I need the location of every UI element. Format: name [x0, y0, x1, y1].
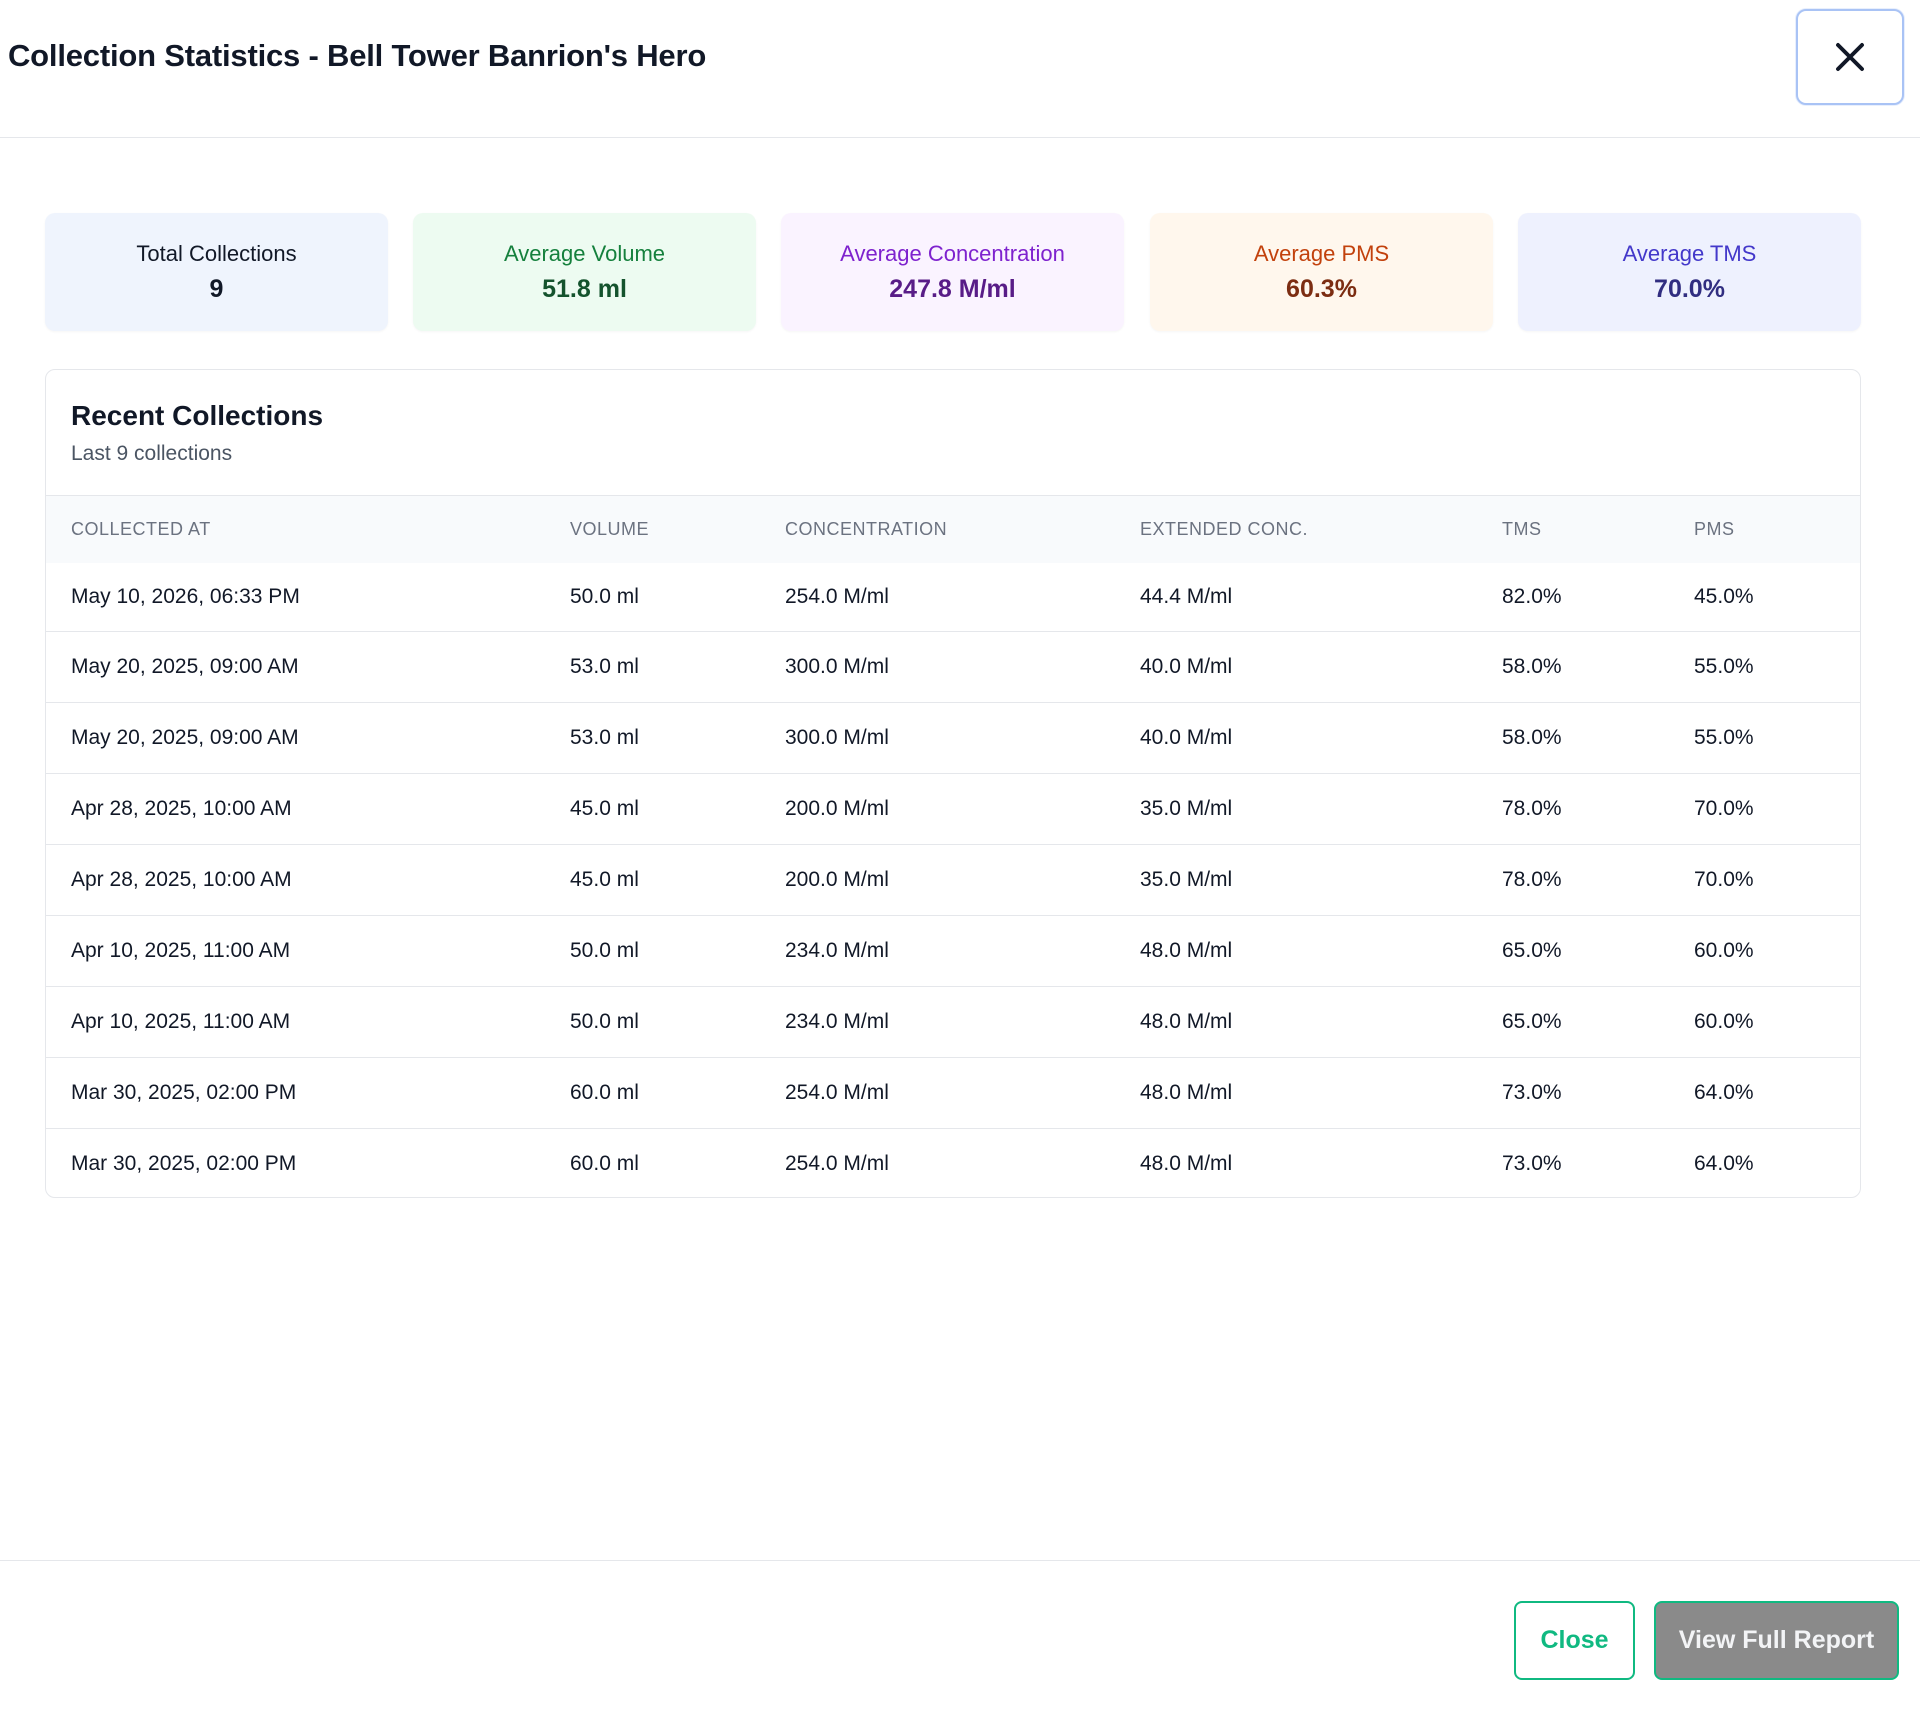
table-row: Apr 10, 2025, 11:00 AM 50.0 ml 234.0 M/ml 4…	[46, 915, 1860, 987]
column-header-pms: PMS	[1694, 518, 1735, 539]
cell-extended-conc: 40.0 M/ml	[1140, 726, 1233, 749]
cell-volume: 53.0 ml	[570, 726, 639, 749]
cell-extended-conc: 48.0 M/ml	[1140, 1152, 1233, 1176]
cell-volume: 45.0 ml	[570, 868, 639, 891]
view-full-report-button[interactable]: View Full Report	[1654, 1601, 1899, 1680]
cell-extended-conc: 44.4 M/ml	[1140, 584, 1233, 608]
cell-concentration: 200.0 M/ml	[785, 797, 889, 820]
close-button[interactable]: Close	[1514, 1601, 1635, 1680]
column-header-collected-at: COLLECTED AT	[71, 518, 211, 539]
cell-tms: 73.0%	[1502, 1081, 1562, 1104]
stat-value: 70.0%	[1654, 275, 1725, 303]
table-row: May 10, 2026, 06:33 PM 50.0 ml 254.0 M/ml 4…	[46, 563, 1860, 632]
stat-card-average-pms: Average PMS 60.3%	[1150, 213, 1493, 331]
table-row: Apr 28, 2025, 10:00 AM 45.0 ml 200.0 M/ml 3…	[46, 773, 1860, 845]
modal-footer: Close View Full Report	[0, 1560, 1920, 1712]
table-row: Apr 10, 2025, 11:00 AM 50.0 ml 234.0 M/ml 4…	[46, 986, 1860, 1058]
cell-concentration: 200.0 M/ml	[785, 868, 889, 891]
cell-collected-at: May 20, 2025, 09:00 AM	[71, 726, 299, 749]
stat-value: 247.8 M/ml	[889, 275, 1016, 303]
recent-collections-card: Recent Collections Last 9 collections CO…	[45, 369, 1861, 1198]
cell-pms: 70.0%	[1694, 797, 1754, 820]
cell-pms: 45.0%	[1694, 584, 1754, 608]
stat-label: Average PMS	[1253, 241, 1390, 266]
cell-pms: 60.0%	[1694, 1010, 1754, 1033]
cell-tms: 65.0%	[1502, 939, 1562, 962]
cell-tms: 58.0%	[1502, 655, 1562, 678]
cell-concentration: 300.0 M/ml	[785, 726, 889, 749]
cell-collected-at: Apr 28, 2025, 10:00 AM	[71, 797, 292, 820]
cell-collected-at: Mar 30, 2025, 02:00 PM	[71, 1152, 297, 1176]
cell-concentration: 234.0 M/ml	[785, 939, 889, 962]
cell-collected-at: Mar 30, 2025, 02:00 PM	[71, 1081, 297, 1104]
close-icon	[1836, 43, 1864, 71]
stat-label: Average TMS	[1622, 241, 1757, 266]
stat-card-total-collections: Total Collections 9	[45, 213, 388, 331]
table-row: Apr 28, 2025, 10:00 AM 45.0 ml 200.0 M/ml 3…	[46, 844, 1860, 916]
cell-tms: 78.0%	[1502, 868, 1562, 891]
cell-collected-at: May 10, 2026, 06:33 PM	[71, 584, 300, 608]
cell-concentration: 254.0 M/ml	[785, 1081, 889, 1104]
cell-tms: 65.0%	[1502, 1010, 1562, 1033]
stat-value: 51.8 ml	[542, 275, 627, 303]
column-header-volume: VOLUME	[570, 518, 650, 539]
column-header-extended-conc: EXTENDED CONC.	[1140, 518, 1309, 539]
cell-volume: 60.0 ml	[570, 1081, 639, 1104]
cell-collected-at: Apr 10, 2025, 11:00 AM	[71, 1010, 291, 1033]
table-row: May 20, 2025, 09:00 AM 53.0 ml 300.0 M/ml 4…	[46, 631, 1860, 703]
cell-pms: 55.0%	[1694, 655, 1754, 678]
modal-header: Collection Statistics - Bell Tower Banri…	[0, 0, 1920, 138]
stat-card-average-concentration: Average Concentration 247.8 M/ml	[781, 213, 1124, 331]
cell-volume: 53.0 ml	[570, 655, 639, 678]
cell-concentration: 254.0 M/ml	[785, 1152, 889, 1176]
cell-collected-at: May 20, 2025, 09:00 AM	[71, 655, 299, 678]
cell-concentration: 300.0 M/ml	[785, 655, 889, 678]
cell-concentration: 254.0 M/ml	[785, 584, 889, 608]
cell-pms: 55.0%	[1694, 726, 1754, 749]
modal-title: Collection Statistics - Bell Tower Banri…	[8, 38, 707, 73]
table-row: Mar 30, 2025, 02:00 PM 60.0 ml 254.0 M/ml 4…	[46, 1128, 1860, 1198]
stat-card-average-volume: Average Volume 51.8 ml	[413, 213, 756, 331]
cell-extended-conc: 35.0 M/ml	[1140, 868, 1233, 891]
collections-table: COLLECTED AT VOLUME CONCENTRATION EXTEND…	[46, 495, 1860, 1198]
cell-pms: 60.0%	[1694, 939, 1754, 962]
cell-tms: 82.0%	[1502, 584, 1562, 608]
cell-pms: 64.0%	[1694, 1152, 1754, 1176]
cell-volume: 50.0 ml	[570, 939, 639, 962]
stat-label: Total Collections	[136, 241, 297, 266]
table-header-row: COLLECTED AT VOLUME CONCENTRATION EXTEND…	[46, 495, 1860, 563]
cell-collected-at: Apr 28, 2025, 10:00 AM	[71, 868, 292, 891]
table-row: May 20, 2025, 09:00 AM 53.0 ml 300.0 M/ml 4…	[46, 702, 1860, 774]
cell-extended-conc: 48.0 M/ml	[1140, 1010, 1233, 1033]
table-row: Mar 30, 2025, 02:00 PM 60.0 ml 254.0 M/ml 4…	[46, 1057, 1860, 1129]
cell-extended-conc: 40.0 M/ml	[1140, 655, 1233, 678]
stat-label: Average Concentration	[840, 241, 1065, 266]
recent-collections-title: Recent Collections	[71, 400, 324, 431]
cell-volume: 50.0 ml	[570, 1010, 639, 1033]
cell-collected-at: Apr 10, 2025, 11:00 AM	[71, 939, 291, 962]
cell-tms: 58.0%	[1502, 726, 1562, 749]
recent-collections-subtitle: Last 9 collections	[71, 442, 233, 465]
cell-tms: 73.0%	[1502, 1152, 1562, 1176]
stat-label: Average Volume	[503, 241, 666, 266]
close-modal-button[interactable]	[1796, 9, 1904, 105]
column-header-concentration: CONCENTRATION	[785, 518, 948, 539]
cell-extended-conc: 48.0 M/ml	[1140, 939, 1233, 962]
column-header-tms: TMS	[1502, 518, 1542, 539]
cell-tms: 78.0%	[1502, 797, 1562, 820]
cell-extended-conc: 35.0 M/ml	[1140, 797, 1233, 820]
stat-card-average-tms: Average TMS 70.0%	[1518, 213, 1861, 331]
cell-volume: 45.0 ml	[570, 797, 639, 820]
cell-concentration: 234.0 M/ml	[785, 1010, 889, 1033]
cell-volume: 60.0 ml	[570, 1152, 639, 1176]
stat-value: 9	[209, 275, 224, 303]
cell-pms: 70.0%	[1694, 868, 1754, 891]
cell-extended-conc: 48.0 M/ml	[1140, 1081, 1233, 1104]
cell-volume: 50.0 ml	[570, 584, 639, 608]
stat-value: 60.3%	[1286, 275, 1357, 303]
cell-pms: 64.0%	[1694, 1081, 1754, 1104]
